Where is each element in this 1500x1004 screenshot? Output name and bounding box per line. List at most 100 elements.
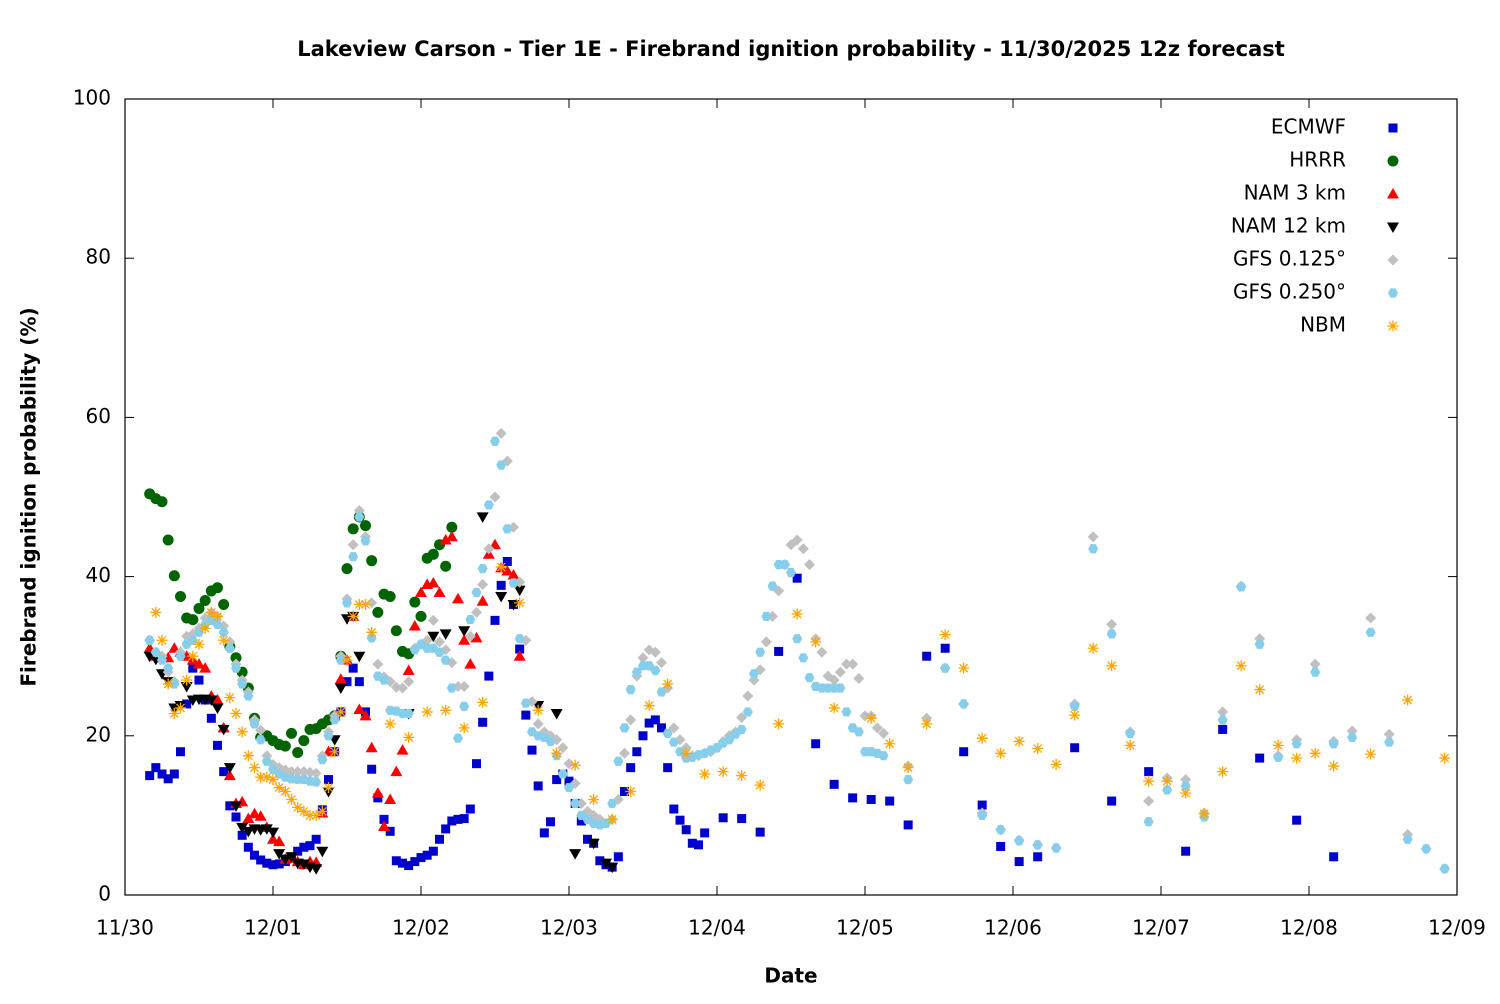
point <box>663 763 673 773</box>
point <box>532 704 544 716</box>
legend-marker <box>1388 123 1398 133</box>
x-tick-label: 12/07 <box>1132 916 1190 940</box>
point <box>607 798 618 809</box>
point <box>348 552 359 562</box>
point <box>292 766 304 778</box>
legend-label: HRRR <box>1289 148 1346 172</box>
x-axis-label: Date <box>764 964 817 988</box>
point <box>662 728 673 739</box>
point <box>885 796 895 806</box>
point <box>384 591 396 602</box>
point <box>213 740 222 750</box>
point <box>236 726 248 738</box>
point <box>285 852 298 863</box>
point <box>828 674 840 686</box>
point <box>1439 752 1451 764</box>
point <box>1255 753 1265 763</box>
point <box>384 793 397 804</box>
point <box>1125 728 1136 739</box>
point <box>218 627 229 637</box>
point <box>440 655 451 665</box>
point <box>279 740 291 752</box>
point <box>626 763 636 773</box>
point <box>507 569 520 580</box>
point <box>1069 701 1080 711</box>
point <box>242 826 255 838</box>
point <box>1198 808 1210 820</box>
point <box>194 627 204 637</box>
point <box>483 500 494 510</box>
point <box>255 735 266 745</box>
point <box>675 815 685 825</box>
point <box>176 747 185 757</box>
point <box>1180 781 1191 791</box>
point <box>502 524 513 534</box>
point <box>435 834 444 844</box>
point <box>175 591 186 602</box>
point <box>570 798 581 809</box>
point <box>1087 642 1099 654</box>
point <box>476 595 489 606</box>
point <box>848 793 858 803</box>
point <box>1328 739 1339 749</box>
point <box>569 759 581 771</box>
point <box>656 687 667 697</box>
point <box>619 723 630 733</box>
point <box>403 731 415 743</box>
point <box>180 681 193 693</box>
point <box>995 825 1006 835</box>
point <box>1217 766 1229 778</box>
point <box>620 787 629 797</box>
point <box>348 663 358 673</box>
point <box>760 636 772 648</box>
point <box>310 767 322 779</box>
point <box>1365 612 1377 624</box>
point <box>730 729 741 739</box>
point <box>150 647 161 657</box>
point <box>1421 844 1432 854</box>
point <box>865 712 877 724</box>
y-axis-label: Firebrand ignition probability (%) <box>17 307 41 686</box>
point <box>477 579 489 591</box>
point <box>163 663 174 673</box>
point <box>977 800 987 810</box>
point <box>181 674 193 686</box>
point <box>359 709 372 721</box>
point <box>168 570 180 582</box>
point <box>261 771 273 783</box>
point <box>310 809 322 821</box>
point <box>940 643 950 653</box>
legend: ECMWF HRRR NAM 3 km NAM 12 km GFS 0.125° GFS … <box>1231 115 1399 337</box>
point <box>718 813 728 823</box>
point <box>700 828 710 838</box>
point <box>1143 817 1154 827</box>
point <box>804 673 815 683</box>
point <box>1144 767 1154 777</box>
legend-label: ECMWF <box>1271 115 1346 139</box>
point <box>223 763 236 774</box>
point <box>1106 660 1118 672</box>
point <box>224 692 236 704</box>
point <box>311 834 321 844</box>
point <box>958 699 969 709</box>
point <box>242 812 255 824</box>
point <box>520 698 531 708</box>
legend-label: NAM 3 km <box>1244 181 1346 205</box>
point <box>841 707 852 717</box>
point <box>878 751 889 761</box>
point <box>1106 618 1118 630</box>
point <box>298 735 310 747</box>
point <box>551 747 563 759</box>
point <box>279 786 291 798</box>
point <box>145 771 155 781</box>
point <box>1309 658 1321 670</box>
point <box>495 592 508 603</box>
point <box>737 814 747 824</box>
point <box>415 610 427 622</box>
point <box>465 804 475 814</box>
point <box>175 651 186 661</box>
point <box>156 496 168 508</box>
point <box>495 561 507 573</box>
point <box>341 654 353 666</box>
point <box>489 491 501 503</box>
